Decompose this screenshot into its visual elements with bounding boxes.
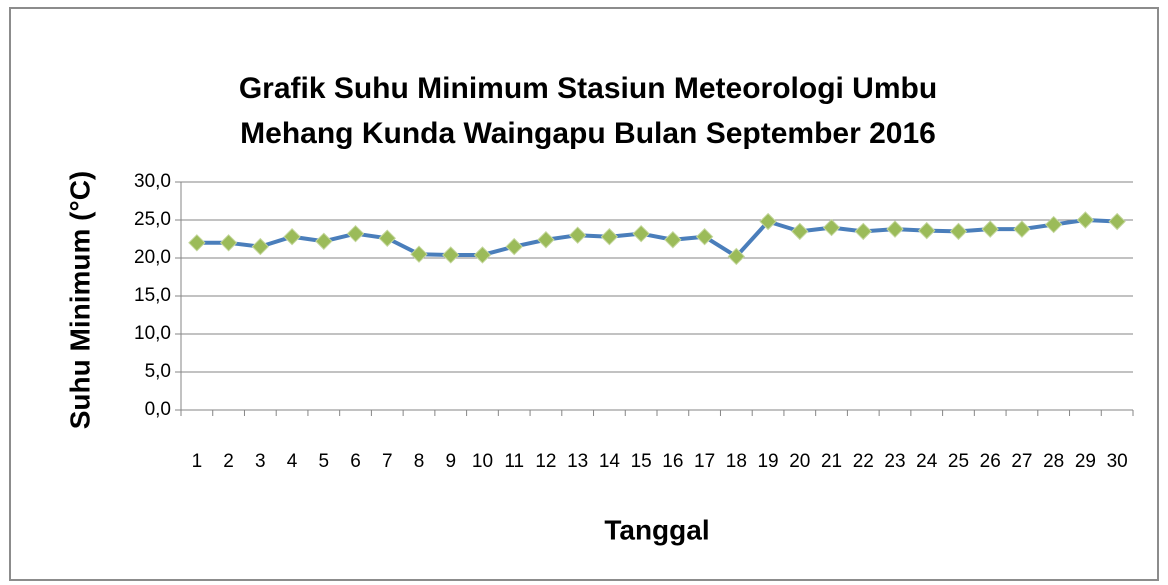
- point-marker: [251, 237, 270, 256]
- chart-title: Mehang Kunda Waingapu Bulan September 20…: [240, 117, 936, 150]
- y-tick-label: 0,0: [145, 399, 171, 420]
- x-tick-label: 29: [1075, 451, 1096, 472]
- x-tick-label: 18: [726, 451, 747, 472]
- x-tick-label: 2: [223, 451, 234, 472]
- x-tick-label: 28: [1043, 451, 1064, 472]
- x-tick-label: 9: [445, 451, 456, 472]
- x-tick-label: 17: [694, 451, 715, 472]
- y-tick-label: 30,0: [134, 171, 171, 192]
- x-axis-title: Tanggal: [604, 514, 709, 545]
- y-tick-label: 5,0: [145, 361, 171, 382]
- point-marker: [632, 224, 650, 243]
- point-marker: [283, 228, 301, 246]
- x-tick-label: 10: [472, 451, 493, 472]
- y-tick-label: 25,0: [134, 209, 171, 230]
- x-tick-label: 6: [350, 451, 361, 472]
- point-marker: [600, 228, 619, 246]
- y-tick-label: 15,0: [134, 285, 171, 306]
- x-tick-label: 12: [535, 451, 556, 472]
- point-marker: [315, 232, 333, 250]
- point-marker: [442, 246, 460, 264]
- point-marker: [1076, 211, 1095, 229]
- x-tick-label: 25: [948, 451, 969, 472]
- point-marker: [378, 229, 396, 247]
- point-marker: [505, 237, 523, 256]
- x-tick-label: 8: [414, 451, 425, 472]
- point-marker: [1044, 215, 1063, 234]
- x-tick-label: 15: [631, 451, 652, 472]
- x-tick-label: 3: [255, 451, 266, 472]
- y-tick-label: 10,0: [134, 323, 171, 344]
- x-tick-label: 30: [1107, 451, 1128, 472]
- point-marker: [695, 228, 714, 246]
- x-tick-label: 1: [192, 451, 203, 472]
- x-tick-label: 23: [884, 451, 905, 472]
- point-marker: [981, 220, 999, 238]
- point-marker: [664, 231, 682, 249]
- point-marker: [854, 222, 872, 241]
- point-marker: [949, 222, 968, 241]
- x-tick-label: 4: [287, 451, 298, 472]
- point-marker: [759, 212, 777, 231]
- point-marker: [410, 245, 428, 263]
- x-tick-label: 16: [662, 451, 683, 472]
- point-marker: [822, 218, 841, 237]
- point-marker: [1013, 220, 1031, 238]
- x-tick-label: 22: [853, 451, 874, 472]
- x-tick-label: 21: [821, 451, 842, 472]
- point-marker: [791, 222, 809, 241]
- point-marker: [473, 246, 492, 264]
- point-marker: [918, 221, 936, 240]
- x-tick-label: 26: [980, 451, 1001, 472]
- y-axis-title: Suhu Minimum (°C): [64, 171, 95, 430]
- x-tick-label: 19: [757, 451, 778, 472]
- x-tick-label: 5: [319, 451, 330, 472]
- point-marker: [568, 226, 587, 244]
- chart-frame: [9, 7, 1159, 581]
- point-marker: [188, 234, 206, 252]
- point-marker: [219, 234, 238, 252]
- x-tick-label: 27: [1011, 451, 1032, 472]
- point-marker: [727, 247, 746, 266]
- chart-title: Grafik Suhu Minimum Stasiun Meteorologi …: [239, 72, 937, 105]
- y-tick-label: 20,0: [134, 247, 171, 268]
- x-tick-label: 7: [382, 451, 393, 472]
- x-tick-label: 20: [789, 451, 810, 472]
- point-marker: [537, 231, 555, 249]
- point-marker: [886, 220, 904, 238]
- x-tick-label: 24: [916, 451, 938, 472]
- x-tick-label: 13: [567, 451, 588, 472]
- point-marker: [346, 224, 365, 243]
- point-marker: [1108, 212, 1126, 231]
- x-tick-label: 14: [599, 451, 621, 472]
- x-tick-label: 11: [504, 451, 524, 472]
